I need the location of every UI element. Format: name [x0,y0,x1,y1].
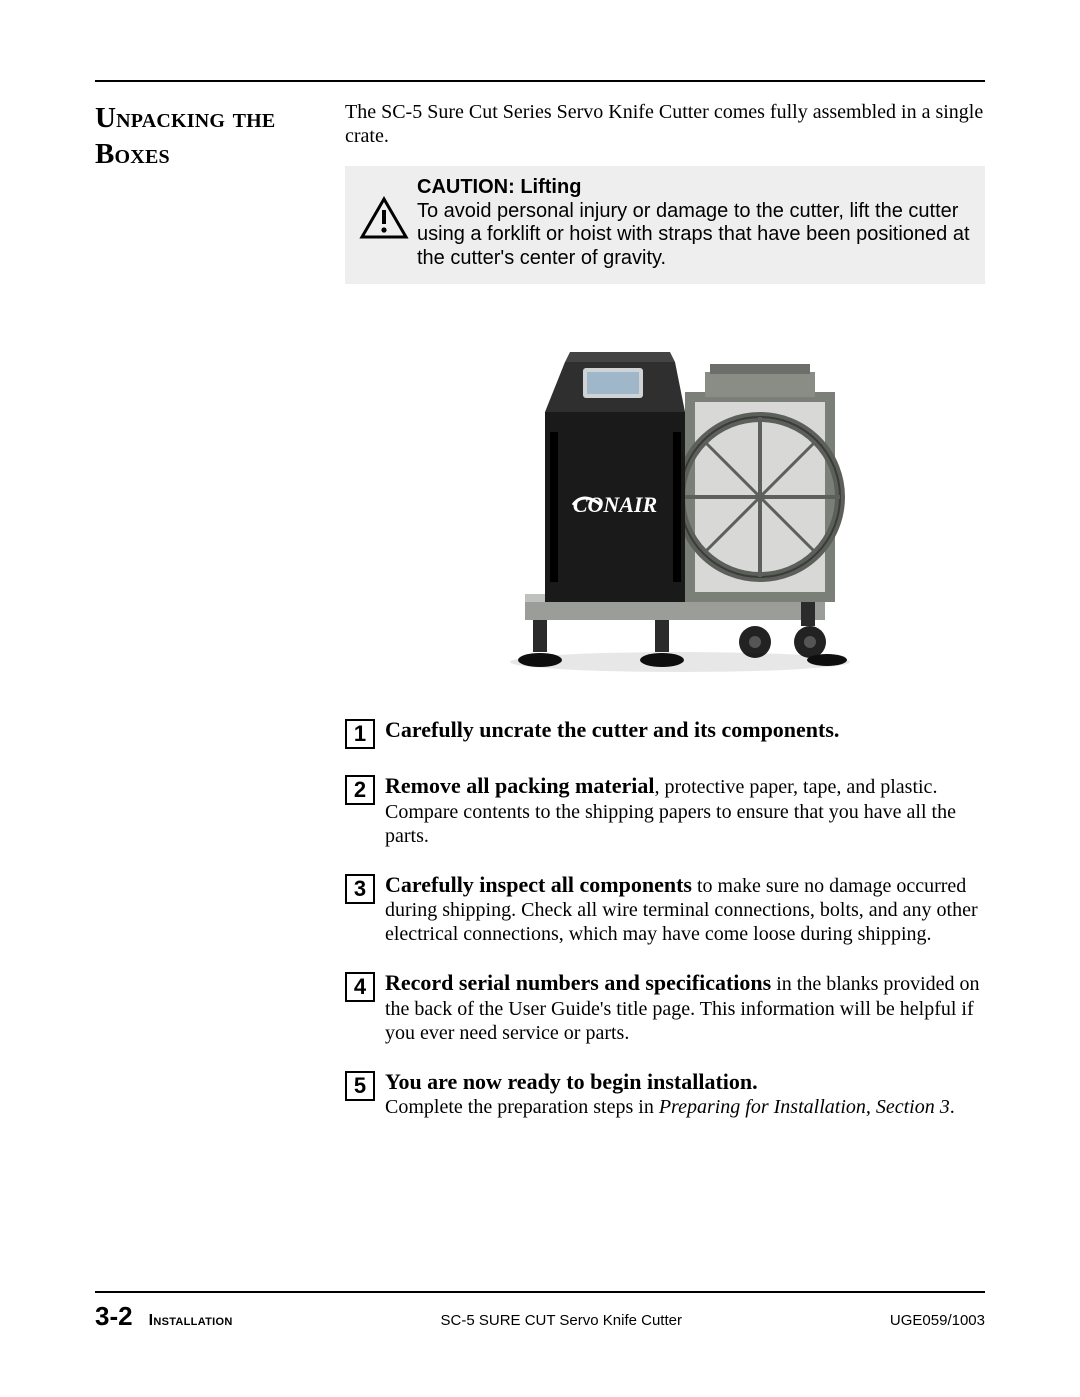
brand-label: CONAIR [573,492,657,517]
footer-section-label: Installation [149,1312,233,1330]
section-title: Unpacking the Boxes [95,100,335,173]
step-number-box: 4 [345,972,375,1002]
step-body: Remove all packing material, protective … [385,773,985,847]
intro-text: The SC-5 Sure Cut Series Servo Knife Cut… [345,100,985,148]
warning-icon [359,196,411,245]
step-lead: Carefully uncrate the cutter and its com… [385,717,839,742]
footer-row: 3-2 Installation SC-5 SURE CUT Servo Kni… [95,1301,985,1332]
step-number-box: 3 [345,874,375,904]
step-2: 2 Remove all packing material, protectiv… [345,773,985,847]
step-3: 3 Carefully inspect all components to ma… [345,872,985,946]
step-5: 5 You are now ready to begin installatio… [345,1069,985,1119]
product-illustration: CONAIR [455,302,875,682]
left-column: Unpacking the Boxes [95,100,345,173]
footer-right: UGE059/1003 [890,1312,985,1329]
right-column: The SC-5 Sure Cut Series Servo Knife Cut… [345,100,985,1119]
step-body: You are now ready to begin installation.… [385,1069,985,1119]
caution-box: CAUTION: Lifting To avoid personal injur… [345,166,985,284]
step-lead: Remove all packing material [385,773,654,798]
step-lead: Record serial numbers and specifications [385,970,771,995]
step-number-box: 5 [345,1071,375,1101]
step-rest-italic: Preparing for Installation, Section 3 [659,1096,950,1118]
step-number-box: 2 [345,775,375,805]
step-4: 4 Record serial numbers and specificatio… [345,970,985,1044]
page-footer: 3-2 Installation SC-5 SURE CUT Servo Kni… [95,1291,985,1332]
caution-body: To avoid personal injury or damage to th… [417,200,970,269]
footer-left: 3-2 Installation [95,1301,233,1332]
step-number-box: 1 [345,719,375,749]
page-number: 3-2 [95,1301,133,1332]
step-body: Carefully inspect all components to make… [385,872,985,946]
caution-heading: CAUTION: Lifting [417,176,581,198]
step-lead: You are now ready to begin installation. [385,1069,758,1094]
step-body: Carefully uncrate the cutter and its com… [385,717,985,743]
step-body: Record serial numbers and specifications… [385,970,985,1044]
footer-rule [95,1291,985,1293]
step-lead: Carefully inspect all components [385,872,692,897]
step-rest-suffix: . [950,1096,955,1118]
step-1: 1 Carefully uncrate the cutter and its c… [345,717,985,749]
product-image: CONAIR [345,302,985,687]
step-rest-prefix: Complete the preparation steps in [385,1096,659,1118]
caution-text: CAUTION: Lifting To avoid personal injur… [417,176,971,270]
content-row: Unpacking the Boxes The SC-5 Sure Cut Se… [95,100,985,1119]
footer-center: SC-5 SURE CUT Servo Knife Cutter [441,1312,682,1329]
top-rule [95,80,985,82]
